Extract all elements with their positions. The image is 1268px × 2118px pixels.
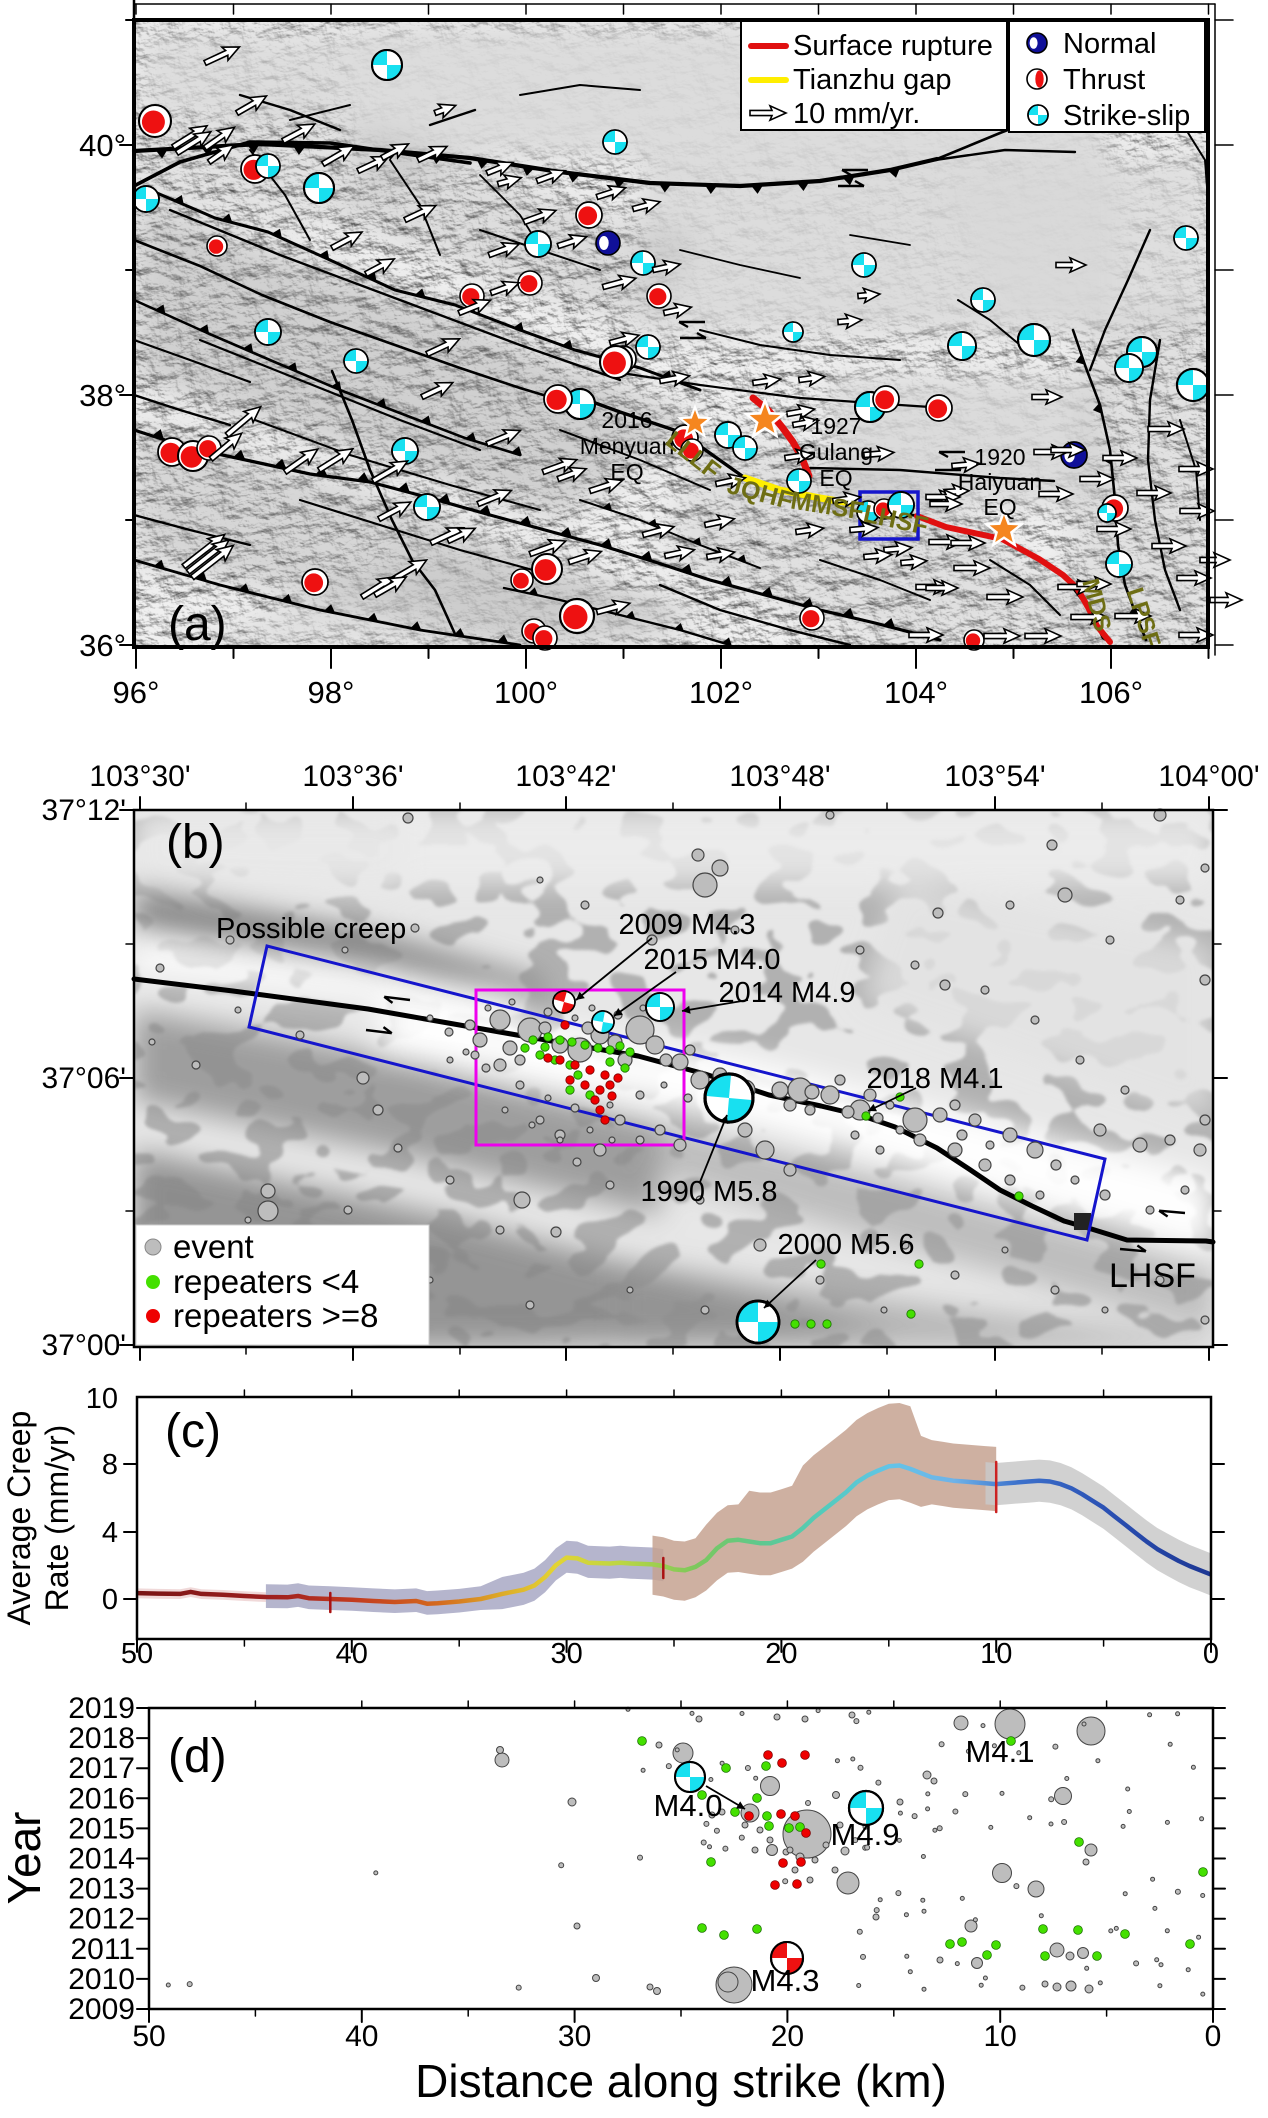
- svg-text:M4.0: M4.0: [654, 1788, 723, 1823]
- svg-text:0: 0: [102, 1584, 118, 1616]
- svg-text:LHSF: LHSF: [1109, 1257, 1196, 1295]
- svg-text:0: 0: [1203, 1638, 1219, 1670]
- svg-text:2017: 2017: [68, 1752, 135, 1785]
- svg-text:repeaters <4: repeaters <4: [173, 1263, 359, 1300]
- svg-text:EQ: EQ: [610, 459, 643, 485]
- svg-text:Average Creep: Average Creep: [1, 1411, 37, 1626]
- svg-text:10: 10: [984, 2020, 1017, 2053]
- svg-text:2013: 2013: [68, 1873, 135, 1906]
- svg-text:50: 50: [132, 2020, 165, 2053]
- svg-text:M4.3: M4.3: [751, 1963, 820, 1998]
- svg-text:2000 M5.6: 2000 M5.6: [777, 1229, 914, 1261]
- svg-text:2018: 2018: [68, 1722, 135, 1755]
- svg-text:Haiyuan: Haiyuan: [958, 469, 1042, 495]
- svg-text:2011: 2011: [70, 1933, 135, 1966]
- svg-text:103°48': 103°48': [729, 760, 830, 793]
- svg-text:2015: 2015: [68, 1812, 135, 1845]
- svg-text:Normal: Normal: [1063, 28, 1156, 60]
- svg-text:Possible creep: Possible creep: [216, 913, 406, 945]
- svg-text:0: 0: [1205, 2020, 1222, 2053]
- svg-text:30: 30: [550, 1638, 582, 1670]
- svg-text:EQ: EQ: [819, 465, 852, 491]
- svg-text:37°12': 37°12': [42, 794, 126, 827]
- svg-text:40: 40: [336, 1638, 368, 1670]
- svg-text:Gulang: Gulang: [799, 439, 873, 465]
- svg-text:Menyuan: Menyuan: [580, 433, 675, 459]
- svg-text:106°: 106°: [1079, 675, 1143, 710]
- svg-text:50: 50: [121, 1638, 153, 1670]
- svg-text:(b): (b): [166, 816, 225, 869]
- svg-text:Strike-slip: Strike-slip: [1063, 100, 1190, 132]
- svg-text:1990 M5.8: 1990 M5.8: [640, 1176, 777, 1208]
- svg-text:40°: 40°: [79, 128, 126, 163]
- svg-text:2014: 2014: [68, 1843, 135, 1876]
- svg-text:(a): (a): [168, 598, 227, 651]
- svg-text:100°: 100°: [494, 675, 558, 710]
- svg-text:Tianzhu gap: Tianzhu gap: [793, 64, 952, 96]
- svg-text:10 mm/yr.: 10 mm/yr.: [793, 98, 920, 130]
- svg-text:2009 M4.3: 2009 M4.3: [618, 909, 755, 941]
- svg-text:103°42': 103°42': [515, 760, 616, 793]
- svg-text:102°: 102°: [689, 675, 753, 710]
- svg-text:Surface rupture: Surface rupture: [793, 30, 993, 62]
- svg-text:repeaters >=8: repeaters >=8: [173, 1297, 378, 1334]
- svg-text:2010: 2010: [68, 1963, 135, 1996]
- svg-text:4: 4: [102, 1517, 118, 1549]
- svg-text:104°: 104°: [884, 675, 948, 710]
- svg-text:2015 M4.0: 2015 M4.0: [643, 944, 780, 976]
- svg-text:103°36': 103°36': [302, 760, 403, 793]
- svg-text:Year: Year: [0, 1812, 50, 1905]
- svg-text:Thrust: Thrust: [1063, 64, 1145, 96]
- svg-text:98°: 98°: [308, 675, 355, 710]
- svg-text:36°: 36°: [79, 628, 126, 663]
- svg-text:EQ: EQ: [983, 494, 1016, 520]
- svg-text:37°06': 37°06': [42, 1062, 126, 1095]
- svg-text:103°54': 103°54': [944, 760, 1045, 793]
- svg-text:Rate (mm/yr): Rate (mm/yr): [39, 1425, 75, 1612]
- svg-text:2014 M4.9: 2014 M4.9: [718, 977, 855, 1009]
- svg-text:M4.9: M4.9: [831, 1817, 900, 1852]
- svg-text:2018 M4.1: 2018 M4.1: [866, 1063, 1003, 1095]
- svg-text:2009: 2009: [68, 1993, 135, 2026]
- svg-text:37°00': 37°00': [42, 1329, 126, 1362]
- svg-text:M4.1: M4.1: [966, 1734, 1035, 1769]
- svg-text:103°30': 103°30': [89, 760, 190, 793]
- svg-text:30: 30: [558, 2020, 591, 2053]
- svg-text:104°00': 104°00': [1158, 760, 1259, 793]
- svg-text:(c): (c): [165, 1405, 221, 1458]
- svg-text:1920: 1920: [974, 444, 1025, 470]
- svg-text:2019: 2019: [68, 1692, 135, 1725]
- svg-text:2016: 2016: [601, 407, 652, 433]
- svg-text:2012: 2012: [68, 1903, 135, 1936]
- svg-text:8: 8: [102, 1449, 118, 1481]
- svg-text:20: 20: [771, 2020, 804, 2053]
- svg-text:10: 10: [980, 1638, 1012, 1670]
- svg-text:event: event: [173, 1228, 254, 1265]
- svg-text:Distance along strike (km): Distance along strike (km): [415, 2055, 947, 2107]
- svg-text:38°: 38°: [79, 378, 126, 413]
- svg-text:1927: 1927: [810, 413, 861, 439]
- svg-text:96°: 96°: [113, 675, 160, 710]
- svg-text:20: 20: [765, 1638, 797, 1670]
- svg-text:(d): (d): [168, 1730, 227, 1783]
- svg-text:40: 40: [345, 2020, 378, 2053]
- svg-text:2016: 2016: [68, 1782, 135, 1815]
- svg-text:10: 10: [86, 1383, 118, 1415]
